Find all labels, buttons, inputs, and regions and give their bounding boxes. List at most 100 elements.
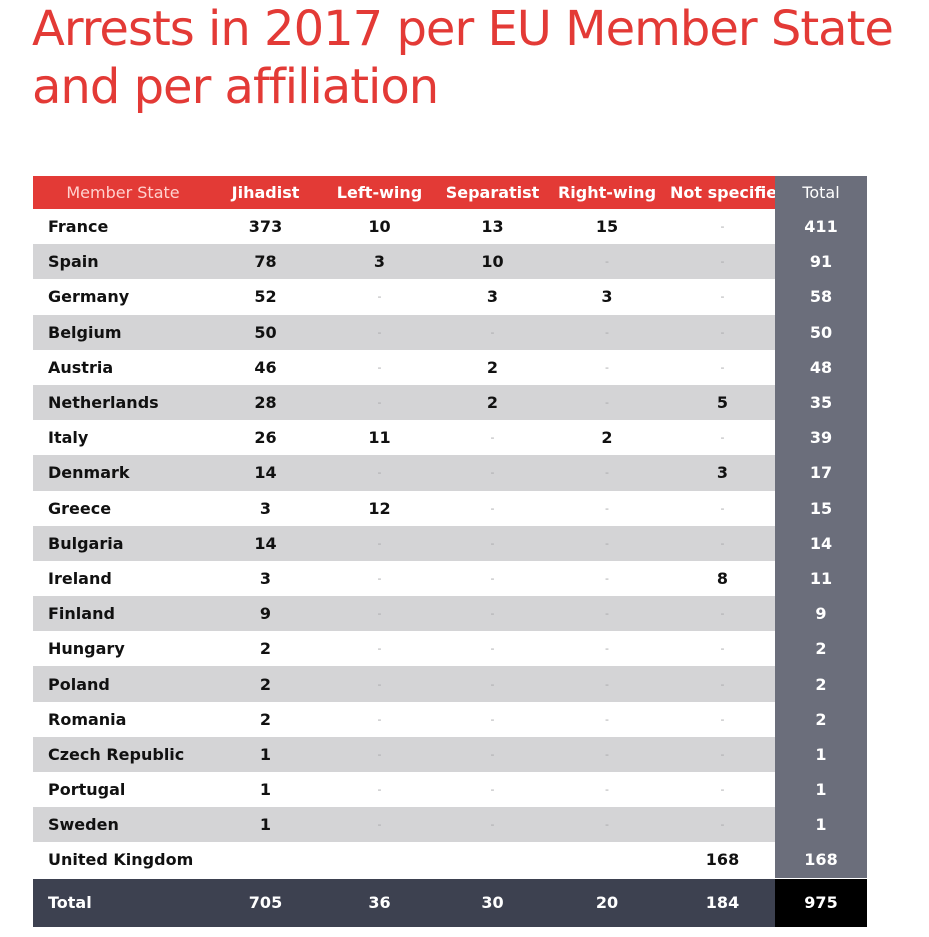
total-cell: 58 (775, 279, 867, 315)
column-header-member-state: Member State (33, 176, 213, 209)
left-wing-cell: - (318, 384, 441, 421)
not-specified-cell: 168 (705, 850, 740, 870)
country-cell: Sweden (33, 807, 213, 843)
not-specified-cell: 5 (670, 384, 775, 421)
not-specified-cell: - (720, 783, 725, 797)
column-header-right-wing: Right-wing (544, 176, 670, 209)
left-wing-cell: - (318, 314, 441, 350)
separatist-cell: - (490, 571, 495, 585)
jihadist-cell: 26 (254, 428, 277, 448)
left-wing-cell: - (318, 666, 441, 702)
right-wing-cell: - (605, 501, 609, 515)
total-left-wing: 36 (318, 877, 441, 927)
not-specified-cell: - (670, 525, 775, 561)
separatist-cell: 10 (441, 244, 544, 280)
separatist-cell: 2 (441, 384, 544, 421)
total-cell: 11 (775, 560, 867, 597)
jihadist-cell: 1 (213, 807, 318, 843)
page-title: Arrests in 2017 per EU Member State and … (32, 1, 894, 115)
right-wing-cell: - (544, 596, 670, 632)
total-jihadist: 705 (213, 877, 318, 927)
column-header-total: Total (775, 176, 867, 209)
table-row: Bulgaria 14- - - -14 (33, 525, 867, 561)
not-specified-cell: - (720, 360, 725, 374)
table-row: Portugal 1 - - - - 1 (33, 772, 867, 808)
right-wing-cell: - (605, 360, 609, 374)
not-specified-cell: - (720, 642, 725, 656)
total-cell: 9 (775, 596, 867, 632)
total-separatist: 30 (441, 877, 544, 927)
jihadist-cell: 46 (254, 357, 277, 377)
country-cell: Czech Republic (33, 736, 213, 772)
right-wing-cell: - (605, 783, 609, 797)
left-wing-cell: - (318, 525, 441, 561)
table-row: Netherlands 28-2-5 35 (33, 384, 867, 421)
table-row: Greece 3 12 - - - 15 (33, 490, 867, 526)
column-header-left-wing: Left-wing (318, 176, 441, 209)
jihadist-cell: 1 (213, 736, 318, 772)
jihadist-cell: 1 (259, 780, 272, 800)
total-cell: 17 (775, 455, 867, 491)
total-row-label: Total (33, 877, 213, 927)
country-cell: France (48, 217, 109, 237)
total-cell: 15 (775, 490, 867, 526)
total-cell: 35 (775, 384, 867, 421)
total-cell: 1 (775, 772, 867, 808)
separatist-cell: - (490, 712, 495, 726)
jihadist-cell: 3 (259, 568, 272, 588)
total-cell: 1 (775, 736, 867, 772)
right-wing-cell: - (544, 244, 670, 280)
total-right-wing: 20 (544, 877, 670, 927)
table-row: Hungary 2 - - - - 2 (33, 631, 867, 667)
separatist-cell: - (490, 783, 495, 797)
table-row: Belgium 50- - - -50 (33, 314, 867, 350)
right-wing-cell: - (544, 384, 670, 421)
country-cell: Italy (48, 428, 89, 448)
separatist-cell: - (441, 807, 544, 843)
country-cell: Germany (48, 287, 130, 307)
right-wing-cell: - (544, 666, 670, 702)
total-cell: 50 (775, 314, 867, 350)
table-row: Spain 78 3 10- -91 (33, 244, 867, 280)
left-wing-cell: 3 (318, 244, 441, 280)
right-wing-cell: 2 (601, 428, 613, 448)
column-header-not-specified: Not specified (670, 176, 775, 209)
total-cell: 2 (775, 631, 867, 667)
country-cell: Denmark (33, 455, 213, 491)
total-cell: 2 (775, 666, 867, 702)
not-specified-cell: - (670, 736, 775, 772)
right-wing-cell: - (544, 455, 670, 491)
table-row: Czech Republic 1- - - -1 (33, 736, 867, 772)
separatist-cell: - (441, 666, 544, 702)
country-cell: Ireland (48, 568, 112, 588)
country-cell: Spain (33, 244, 213, 280)
right-wing-cell: - (605, 571, 609, 585)
right-wing-cell: - (544, 525, 670, 561)
table-row: United Kingdom 168 168 (33, 842, 867, 879)
table-row: Romania 2 - - - - 2 (33, 701, 867, 737)
not-specified-cell: - (670, 596, 775, 632)
jihadist-cell (213, 842, 318, 878)
not-specified-cell: - (720, 290, 725, 304)
jihadist-cell: 2 (259, 639, 272, 659)
not-specified-cell: - (670, 314, 775, 350)
right-wing-cell: 3 (601, 287, 613, 307)
table-row: Germany 52 - 3 3 - 58 (33, 279, 867, 315)
country-cell: Bulgaria (33, 525, 213, 561)
total-not-specified: 184 (670, 877, 775, 927)
right-wing-cell: - (605, 642, 609, 656)
separatist-cell: - (490, 431, 495, 445)
table-row: Denmark 14- - -3 17 (33, 455, 867, 491)
total-cell: 14 (775, 525, 867, 561)
grand-total: 975 (775, 877, 867, 927)
jihadist-cell: 2 (259, 709, 272, 729)
separatist-cell: 13 (481, 217, 504, 237)
country-cell: Portugal (48, 780, 126, 800)
jihadist-cell: 14 (213, 455, 318, 491)
jihadist-cell: 78 (213, 244, 318, 280)
separatist-cell: 2 (486, 357, 499, 377)
left-wing-cell: - (377, 642, 382, 656)
total-cell: 91 (775, 244, 867, 280)
right-wing-cell: - (544, 314, 670, 350)
table-body: France 373 10 13 15-411 Spain 78 3 10- -91 Germany… (33, 209, 867, 879)
